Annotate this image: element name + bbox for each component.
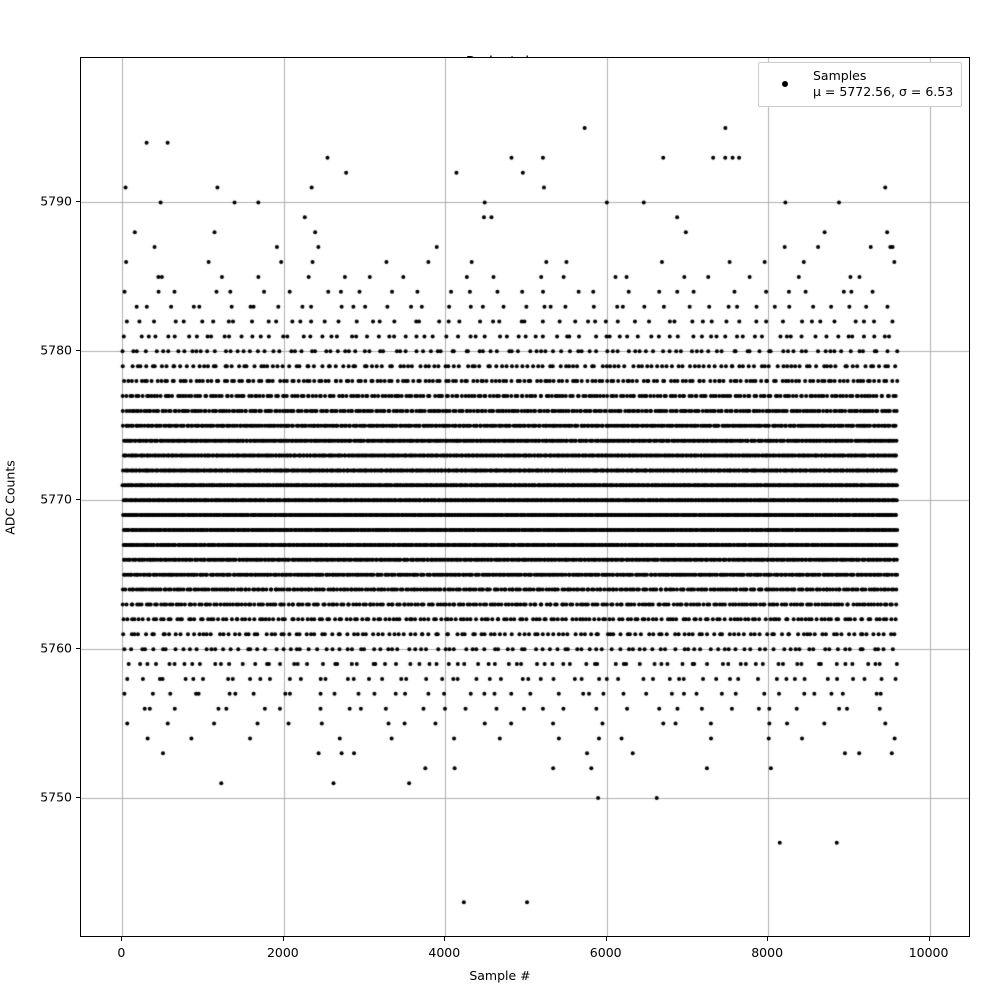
x-tick-label: 8000 (751, 945, 784, 960)
x-tick-mark (605, 937, 607, 941)
y-tick-mark (76, 350, 80, 352)
plot-area[interactable] (80, 57, 970, 937)
legend-entry-label: Samples (813, 68, 867, 83)
y-tick-label: 5770 (40, 491, 72, 507)
legend-text-block: Samples μ = 5772.56, σ = 6.53 (813, 68, 953, 100)
y-tick-label: 5750 (40, 789, 72, 805)
y-tick-mark (76, 797, 80, 799)
x-tick-mark (928, 937, 930, 941)
x-tick-mark (444, 937, 446, 941)
x-axis-label: Sample # (469, 968, 531, 983)
y-tick-mark (76, 648, 80, 650)
legend-marker-dot-icon (782, 81, 788, 87)
y-tick-label: 5760 (40, 640, 72, 656)
legend[interactable]: Samples μ = 5772.56, σ = 6.53 (758, 62, 963, 107)
x-tick-mark (282, 937, 284, 941)
x-tick-label: 10000 (908, 945, 949, 960)
y-axis-label: ADC Counts (2, 460, 18, 535)
x-tick-label: 0 (117, 945, 126, 960)
y-tick-label: 5790 (40, 193, 72, 209)
x-tick-label: 4000 (428, 945, 461, 960)
x-tick-label: 6000 (589, 945, 622, 960)
legend-marker-cell (767, 81, 803, 87)
x-tick-mark (121, 937, 123, 941)
x-tick-mark (767, 937, 769, 941)
y-tick-mark (76, 201, 80, 203)
legend-stats-label: μ = 5772.56, σ = 6.53 (813, 84, 954, 99)
y-tick-mark (76, 499, 80, 501)
x-tick-label: 2000 (266, 945, 299, 960)
y-tick-label: 5780 (40, 342, 72, 358)
scatter-plot-canvas (81, 58, 969, 936)
